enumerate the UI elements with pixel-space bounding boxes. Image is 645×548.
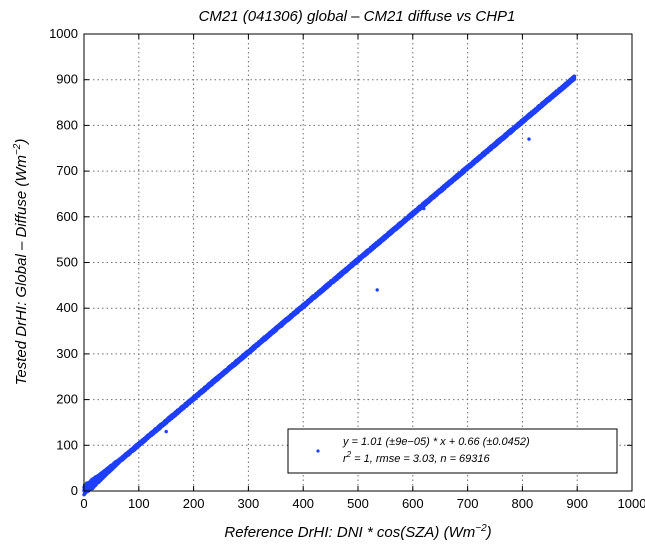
- y-tick-label: 700: [56, 163, 78, 178]
- x-tick-label: 600: [402, 496, 424, 511]
- data-point: [572, 74, 577, 79]
- outlier-point: [527, 137, 531, 141]
- data-point: [86, 481, 90, 485]
- x-tick-label: 200: [183, 496, 205, 511]
- grid-layer: [84, 34, 632, 491]
- data-point: [87, 485, 91, 489]
- data-point: [111, 464, 115, 468]
- outlier-point: [422, 206, 426, 211]
- y-tick-label: 500: [56, 255, 78, 270]
- y-axis-label: Tested DrHI: Global – Diffuse (Wm−2): [12, 139, 30, 386]
- data-point: [105, 472, 109, 476]
- x-tick-label: 700: [457, 496, 479, 511]
- data-point: [98, 478, 102, 482]
- legend-line-1: y = 1.01 (±9e−05) * x + 0.66 (±0.0452): [342, 436, 530, 448]
- x-axis-label: Reference DrHI: DNI * cos(SZA) (Wm−2): [224, 523, 491, 541]
- y-tick-label: 400: [56, 300, 78, 315]
- x-tick-label: 800: [512, 496, 534, 511]
- y-tick-label: 300: [56, 346, 78, 361]
- data-point: [92, 481, 96, 485]
- x-tick-label: 400: [292, 496, 314, 511]
- outlier-point: [375, 288, 379, 292]
- outlier-point: [164, 429, 168, 434]
- y-tick-label: 1000: [49, 26, 78, 41]
- data-point: [99, 473, 103, 477]
- y-tick-label: 800: [56, 117, 78, 132]
- x-tick-label: 1000: [618, 496, 645, 511]
- data-points: [82, 74, 577, 497]
- y-tick-label: 0: [71, 483, 78, 498]
- data-point: [89, 482, 93, 486]
- legend-box: [287, 428, 618, 474]
- data-point: [104, 468, 108, 472]
- y-tick-label: 600: [56, 209, 78, 224]
- legend-line-2: r2 = 1, rmse = 3.03, n = 69316: [343, 450, 491, 465]
- x-tick-label: 100: [128, 496, 150, 511]
- x-tick-label: 300: [238, 496, 260, 511]
- y-tick-label: 900: [56, 72, 78, 87]
- data-point: [109, 466, 113, 470]
- axis-ticks: 0 100 200 300 400 500 600 700 800 900 1000 0 100 200 3…: [49, 26, 645, 511]
- data-point: [95, 475, 99, 479]
- data-point: [95, 480, 99, 484]
- data-point: [91, 486, 95, 491]
- x-tick-label: 500: [347, 496, 369, 511]
- y-tick-label: 100: [56, 437, 78, 452]
- x-tick-label: 900: [566, 496, 588, 511]
- legend: y = 1.01 (±9e−05) * x + 0.66 (±0.0452) r…: [287, 428, 618, 474]
- y-tick-label: 200: [56, 392, 78, 407]
- x-tick-label: 0: [80, 496, 87, 511]
- legend-marker: [316, 449, 320, 453]
- chart-title: CM21 (041306) global – CM21 diffuse vs C…: [199, 8, 516, 25]
- data-point: [102, 471, 106, 476]
